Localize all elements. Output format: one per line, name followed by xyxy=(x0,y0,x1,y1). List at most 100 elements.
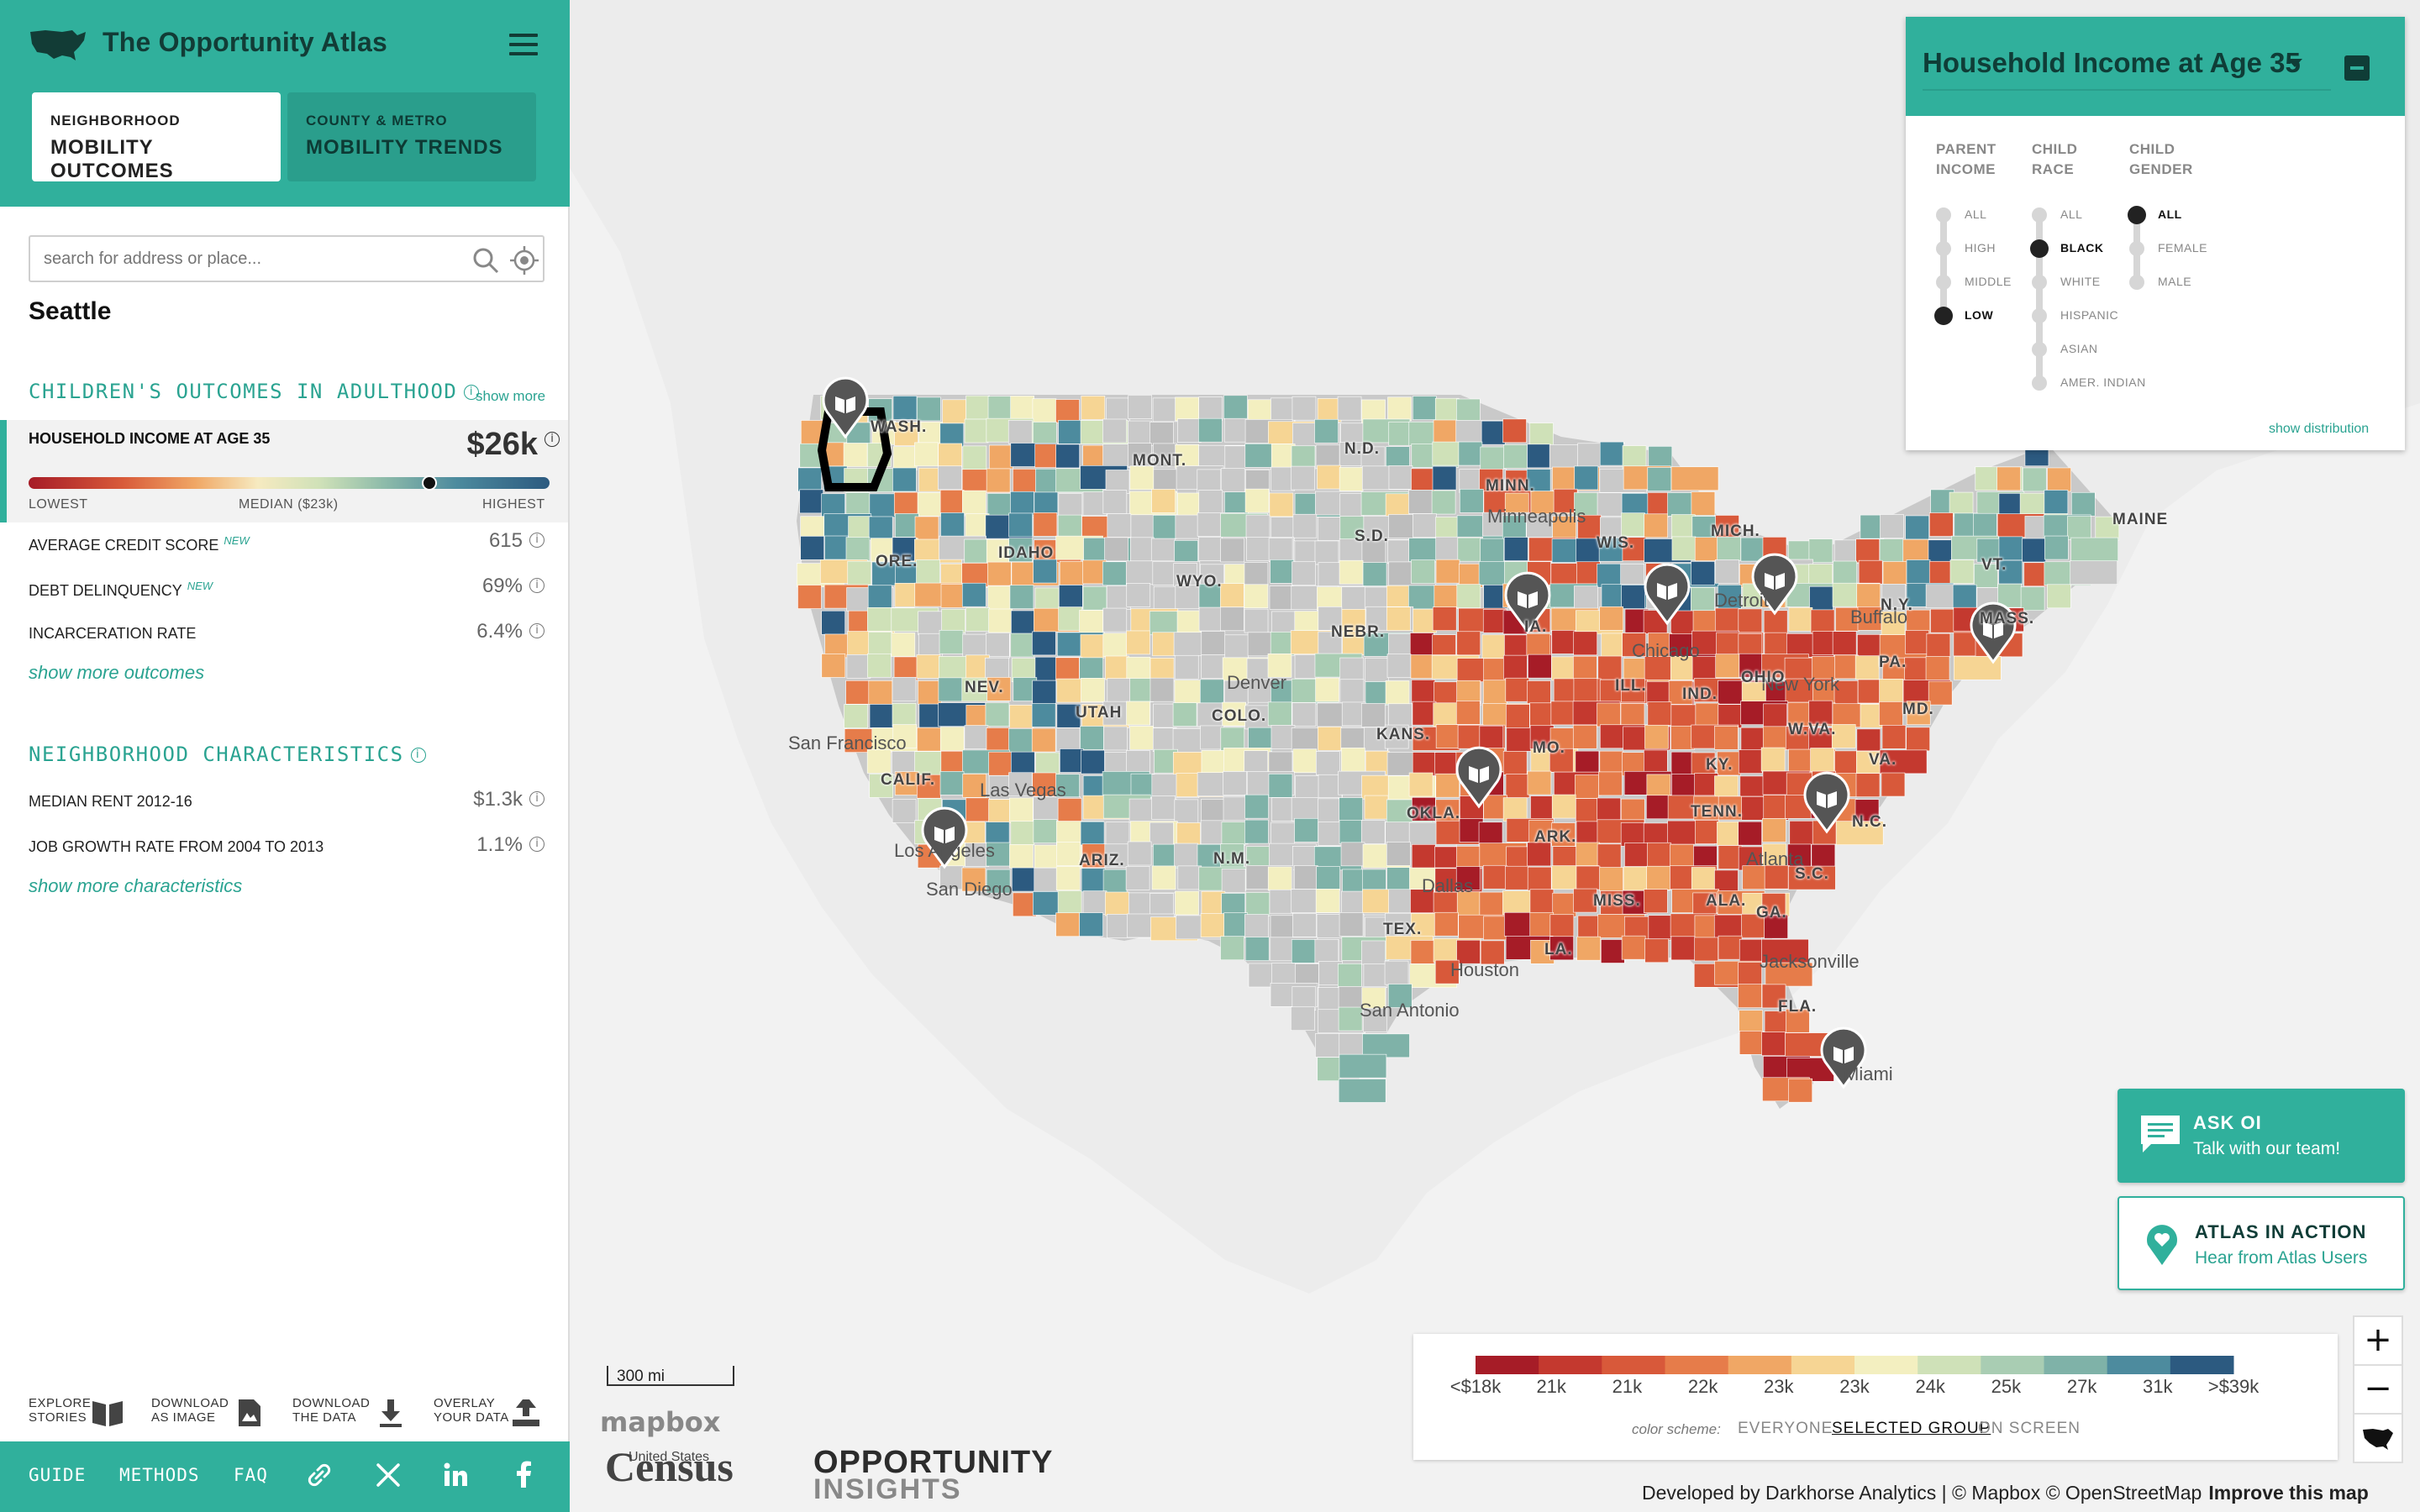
county-cell[interactable] xyxy=(1786,1008,1810,1033)
county-cell[interactable] xyxy=(1174,540,1198,564)
county-cell[interactable] xyxy=(939,865,964,890)
county-cell[interactable] xyxy=(1009,797,1034,822)
county-cell[interactable] xyxy=(1316,751,1340,775)
tab-county-metro-mobility-trends[interactable]: COUNTY & METRO MOBILITY TRENDS xyxy=(287,92,536,181)
county-cell[interactable] xyxy=(1362,869,1386,894)
county-cell[interactable] xyxy=(1928,512,1954,537)
county-cell[interactable] xyxy=(1714,775,1739,801)
county-cell[interactable] xyxy=(1760,747,1786,772)
county-cell[interactable] xyxy=(1764,914,1788,939)
county-cell[interactable] xyxy=(1339,538,1364,563)
county-cell[interactable] xyxy=(1694,937,1719,962)
county-cell[interactable] xyxy=(800,516,824,540)
county-cell[interactable] xyxy=(1906,701,1931,726)
county-cell[interactable] xyxy=(1855,538,1881,564)
county-cell[interactable] xyxy=(1220,468,1245,493)
county-cell[interactable] xyxy=(1387,984,1413,1008)
filter-option-label[interactable]: ALL xyxy=(2158,207,2182,221)
county-cell[interactable] xyxy=(1718,845,1743,869)
county-cell[interactable] xyxy=(1671,774,1696,798)
county-cell[interactable] xyxy=(1739,1030,1764,1055)
filter-option-dot[interactable] xyxy=(2032,375,2047,391)
county-cell[interactable] xyxy=(1175,585,1200,610)
county-cell[interactable] xyxy=(1431,490,1456,515)
county-cell[interactable] xyxy=(1622,633,1646,657)
county-cell[interactable] xyxy=(1060,748,1084,773)
county-cell[interactable] xyxy=(1527,842,1552,867)
county-cell[interactable] xyxy=(1269,889,1294,914)
county-cell[interactable] xyxy=(1482,609,1507,633)
county-cell[interactable] xyxy=(1738,962,1762,986)
county-cell[interactable] xyxy=(1526,469,1551,493)
county-cell[interactable] xyxy=(986,842,1011,867)
county-cell[interactable] xyxy=(1384,960,1409,985)
county-cell[interactable] xyxy=(1082,585,1107,611)
county-cell[interactable] xyxy=(1479,725,1504,750)
county-cell[interactable] xyxy=(1292,396,1317,421)
county-cell[interactable] xyxy=(1529,423,1554,447)
ask-oi-card[interactable]: ASK OI Talk with our team! xyxy=(2118,1089,2405,1183)
county-cell[interactable] xyxy=(1338,1006,1363,1032)
county-cell[interactable] xyxy=(1339,679,1365,704)
county-cell[interactable] xyxy=(1411,844,1436,869)
county-cell[interactable] xyxy=(1788,606,1813,632)
download-image-button[interactable]: DOWNLOAD AS IMAGE xyxy=(151,1396,269,1435)
county-cell[interactable] xyxy=(1880,514,1904,538)
county-cell[interactable] xyxy=(1433,702,1458,727)
county-cell[interactable] xyxy=(1620,703,1645,727)
county-cell[interactable] xyxy=(1292,913,1317,937)
county-cell[interactable] xyxy=(1717,822,1741,846)
county-cell[interactable] xyxy=(1506,704,1530,728)
filter-option-dot[interactable] xyxy=(2030,239,2049,258)
county-cell[interactable] xyxy=(1385,680,1410,705)
county-cell[interactable] xyxy=(1361,940,1386,965)
county-cell[interactable] xyxy=(1244,819,1269,844)
county-cell[interactable] xyxy=(1718,935,1743,960)
county-cell[interactable] xyxy=(1811,843,1836,869)
county-cell[interactable] xyxy=(1483,680,1507,705)
county-cell[interactable] xyxy=(1691,867,1716,891)
filter-option-dot[interactable] xyxy=(1936,207,1951,223)
county-cell[interactable] xyxy=(1102,490,1128,514)
county-cell[interactable] xyxy=(961,867,986,892)
collapse-panel-button[interactable] xyxy=(2344,55,2370,81)
county-cell[interactable] xyxy=(821,654,846,678)
county-cell[interactable] xyxy=(1198,396,1223,421)
county-cell[interactable] xyxy=(1150,658,1175,682)
county-cell[interactable] xyxy=(1599,750,1624,775)
county-cell[interactable] xyxy=(1318,822,1343,846)
county-cell[interactable] xyxy=(1034,444,1059,468)
county-cell[interactable] xyxy=(1670,936,1696,961)
county-cell[interactable] xyxy=(1411,468,1435,493)
county-cell[interactable] xyxy=(1714,607,1739,633)
county-cell[interactable] xyxy=(1460,488,1484,513)
county-cell[interactable] xyxy=(1644,724,1669,749)
county-cell[interactable] xyxy=(1267,866,1292,891)
county-cell[interactable] xyxy=(1549,748,1574,773)
county-cell[interactable] xyxy=(1435,773,1460,798)
county-cell[interactable] xyxy=(1220,583,1244,607)
county-cell[interactable] xyxy=(1130,773,1155,798)
county-cell[interactable] xyxy=(1621,585,1645,609)
county-cell[interactable] xyxy=(1220,843,1244,868)
county-cell[interactable] xyxy=(1670,751,1696,776)
filter-option-label[interactable]: HIGH xyxy=(1965,241,1996,255)
county-cell[interactable] xyxy=(1153,585,1178,611)
county-cell[interactable] xyxy=(1549,914,1575,939)
county-cell[interactable] xyxy=(1175,890,1199,916)
county-cell[interactable] xyxy=(1502,418,1527,444)
county-cell[interactable] xyxy=(1126,750,1150,774)
county-cell[interactable] xyxy=(1482,864,1507,890)
county-cell[interactable] xyxy=(1715,654,1740,679)
county-cell[interactable] xyxy=(939,771,965,795)
county-cell[interactable] xyxy=(988,608,1013,633)
county-cell[interactable] xyxy=(1293,865,1318,890)
county-cell[interactable] xyxy=(1505,774,1530,798)
county-cell[interactable] xyxy=(1150,677,1175,702)
info-icon[interactable]: i xyxy=(544,432,560,447)
county-cell[interactable] xyxy=(1644,889,1668,914)
county-cell[interactable] xyxy=(1033,422,1057,446)
county-cell[interactable] xyxy=(1126,656,1151,681)
county-cell[interactable] xyxy=(1552,892,1577,917)
county-cell[interactable] xyxy=(1080,821,1105,846)
